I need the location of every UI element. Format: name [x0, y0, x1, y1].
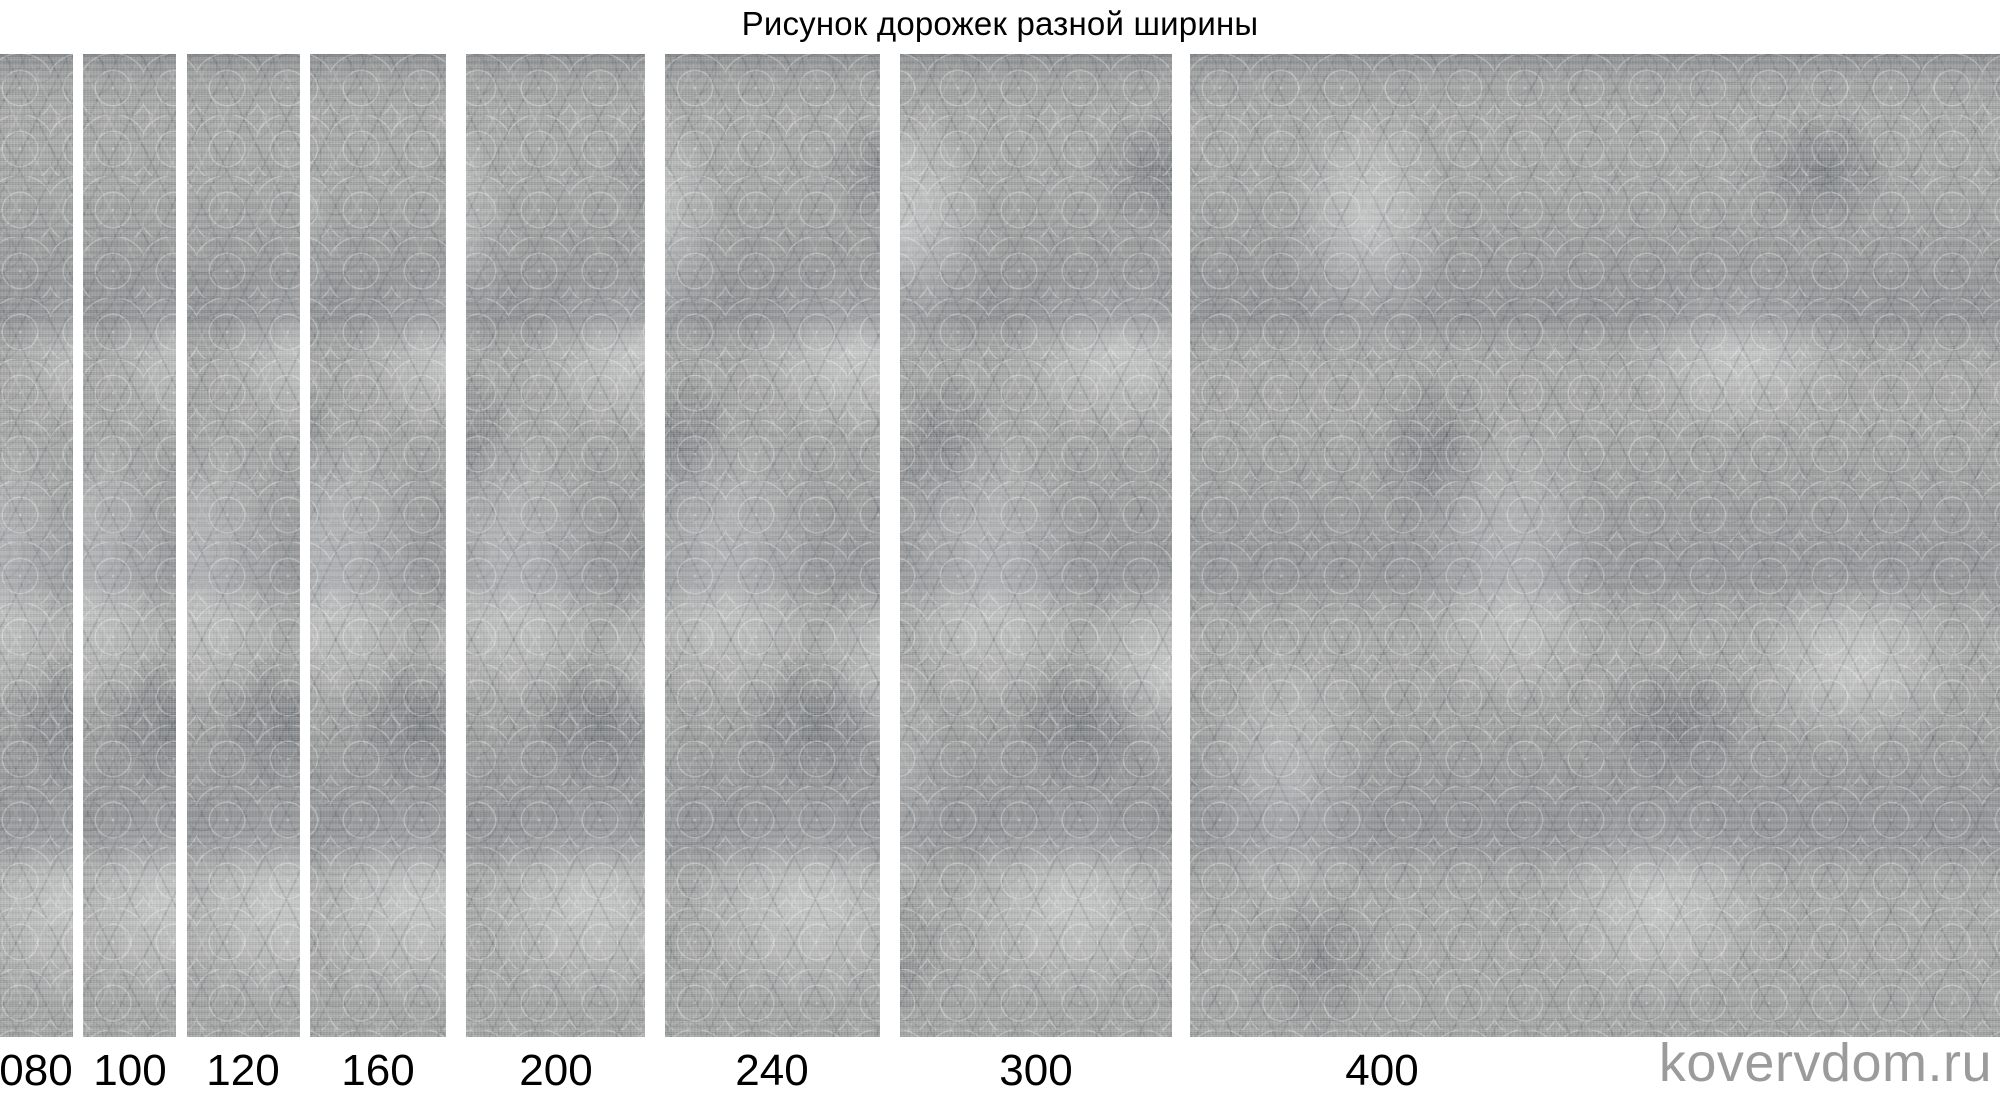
- runner-texture: [466, 54, 645, 1037]
- runner-texture: [665, 54, 880, 1037]
- runner-width-label-100: 100: [93, 1046, 167, 1095]
- runner-strips-container: [0, 54, 2000, 1037]
- runner-ornament-overlay: [1190, 54, 2000, 1037]
- runner-ornament-overlay: [310, 54, 446, 1037]
- runner-strip-120[interactable]: [187, 54, 300, 1037]
- runner-texture: [187, 54, 300, 1037]
- runner-width-label-300: 300: [999, 1046, 1073, 1095]
- runner-ornament-overlay: [466, 54, 645, 1037]
- runner-ornament-overlay: [900, 54, 1172, 1037]
- runner-width-label-160: 160: [341, 1046, 415, 1095]
- runner-width-label-080: 080: [0, 1046, 73, 1095]
- runner-texture: [0, 54, 73, 1037]
- runner-texture: [83, 54, 176, 1037]
- runner-strip-160[interactable]: [310, 54, 446, 1037]
- runner-ornament-overlay: [83, 54, 176, 1037]
- runner-width-label-240: 240: [735, 1046, 809, 1095]
- page-title: Рисунок дорожек разной ширины: [741, 5, 1259, 42]
- runner-strip-200[interactable]: [466, 54, 645, 1037]
- runner-texture: [310, 54, 446, 1037]
- runner-ornament-overlay: [187, 54, 300, 1037]
- runner-strip-240[interactable]: [665, 54, 880, 1037]
- runner-width-label-200: 200: [519, 1046, 593, 1095]
- runner-texture: [900, 54, 1172, 1037]
- runner-ornament-overlay: [665, 54, 880, 1037]
- runner-width-label-120: 120: [206, 1046, 280, 1095]
- runner-ornament-overlay: [0, 54, 73, 1037]
- runner-strip-400[interactable]: [1190, 54, 2000, 1037]
- runner-width-label-400: 400: [1345, 1046, 1419, 1095]
- runner-width-labels: 080 100 120 160 200 240 300 400: [0, 1040, 2000, 1107]
- runner-strip-080[interactable]: [0, 54, 73, 1037]
- runner-strip-300[interactable]: [900, 54, 1172, 1037]
- runner-strip-100[interactable]: [83, 54, 176, 1037]
- runner-texture: [1190, 54, 2000, 1037]
